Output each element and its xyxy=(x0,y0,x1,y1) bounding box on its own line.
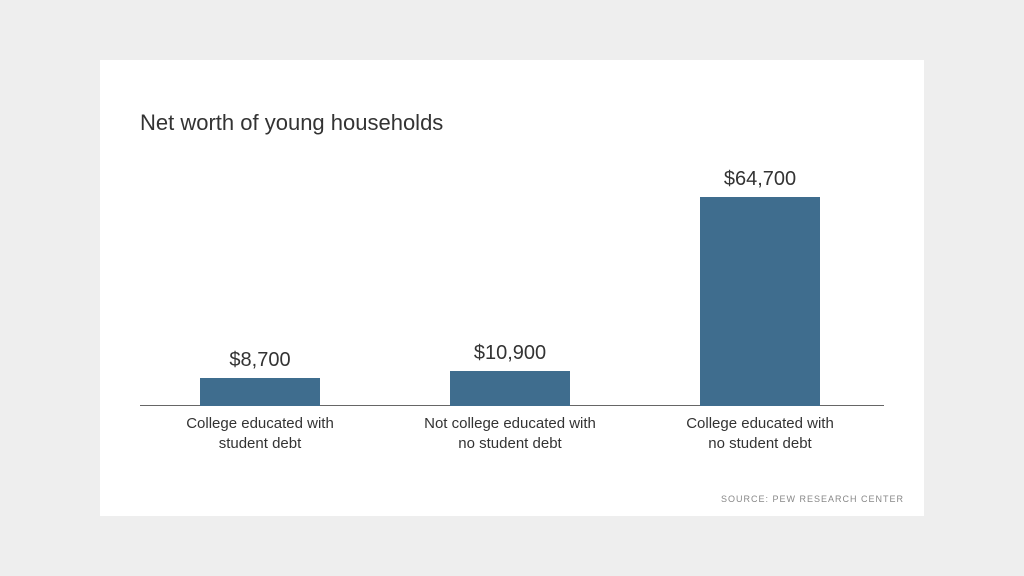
chart-title: Net worth of young households xyxy=(140,110,443,136)
bar xyxy=(200,378,320,406)
chart-panel: Net worth of young households $8,700Coll… xyxy=(100,60,924,516)
bar-category-label-line: no student debt xyxy=(410,434,610,454)
bar-category-label-line: College educated with xyxy=(660,414,860,434)
bar-value-label: $8,700 xyxy=(229,349,290,372)
bar-value-label: $10,900 xyxy=(474,342,546,365)
bar xyxy=(450,371,570,406)
bar-category-label-line: no student debt xyxy=(660,434,860,454)
chart-area: $8,700College educated withstudent debt$… xyxy=(140,180,884,406)
bar-category-label: Not college educated withno student debt xyxy=(410,406,610,453)
bar-category-label: College educated withstudent debt xyxy=(160,406,360,453)
bar-category-label: College educated withno student debt xyxy=(660,406,860,453)
bar-category-label-line: student debt xyxy=(160,434,360,454)
bar-value-label: $64,700 xyxy=(724,168,796,191)
bar-category-label-line: Not college educated with xyxy=(410,414,610,434)
bar xyxy=(700,197,820,406)
source-attribution: SOURCE: PEW RESEARCH CENTER xyxy=(721,494,904,504)
bar-category-label-line: College educated with xyxy=(160,414,360,434)
